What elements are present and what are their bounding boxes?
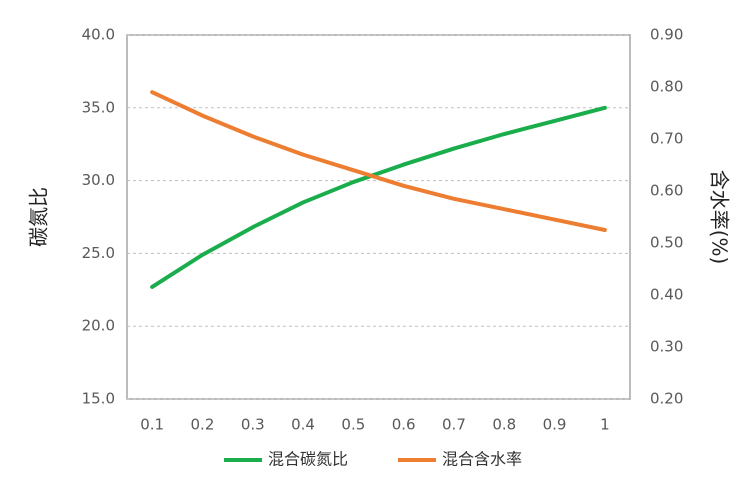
y2-tick-label: 0.90 <box>650 26 683 44</box>
y-tick-label: 15.0 <box>82 390 115 408</box>
x-tick-label: 0.8 <box>492 416 516 434</box>
y2-tick-label: 0.50 <box>650 234 683 252</box>
data-line <box>150 105 607 289</box>
data-line <box>150 90 607 232</box>
y2-tick-label: 0.40 <box>650 286 683 304</box>
y-tick-label: 20.0 <box>82 317 115 335</box>
y2-tick-label: 0.30 <box>650 338 683 356</box>
y2-tick-label: 0.60 <box>650 182 683 200</box>
x-tick-label: 0.4 <box>291 416 315 434</box>
y-tick-label: 40.0 <box>82 26 115 44</box>
y2-tick-label: 0.70 <box>650 130 683 148</box>
x-tick-label: 0.3 <box>241 416 265 434</box>
x-tick-label: 0.1 <box>140 416 164 434</box>
plot-frame <box>126 34 631 400</box>
x-tick-label: 0.6 <box>392 416 416 434</box>
y2-axis-title: 含水率(%) <box>708 170 732 265</box>
x-tick-label: 0.9 <box>543 416 567 434</box>
y-axis-title: 碳氮比 <box>27 187 51 247</box>
y-tick-label: 25.0 <box>82 244 115 262</box>
y-tick-label: 35.0 <box>82 98 115 116</box>
x-tick-label: 0.5 <box>341 416 365 434</box>
x-tick-label: 0.2 <box>191 416 215 434</box>
legend-text: 混合含水率 <box>442 450 522 469</box>
legend-text: 混合碳氮比 <box>268 450 348 469</box>
y-tick-label: 30.0 <box>82 171 115 189</box>
y2-tick-label: 0.80 <box>650 78 683 96</box>
x-tick-label: 1 <box>600 416 610 434</box>
y2-tick-label: 0.20 <box>650 390 683 408</box>
x-tick-label: 0.7 <box>442 416 466 434</box>
